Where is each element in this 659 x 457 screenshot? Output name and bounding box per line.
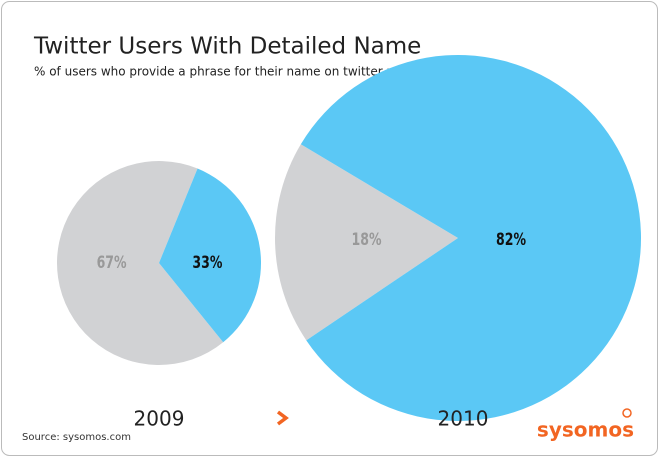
brand: sysomos — [537, 418, 634, 442]
data-label: 18% — [352, 230, 382, 250]
data-label: 33% — [192, 253, 222, 273]
pie-title: 2010 — [438, 407, 489, 431]
pie-slice — [275, 144, 458, 341]
pie-title: 2009 — [134, 407, 185, 431]
brand-icon — [622, 408, 632, 418]
chart-subtitle: % of users who provide a phrase for thei… — [34, 65, 424, 79]
arrow — [276, 410, 289, 426]
data-label: 82% — [496, 230, 526, 250]
chart-title: Twitter Users With Detailed Name — [33, 34, 421, 60]
source: Source: sysomos.com — [22, 432, 131, 443]
data-label: 67% — [97, 253, 127, 273]
pie-slice — [300, 54, 641, 421]
pie-slice — [159, 168, 261, 343]
pie-slice — [57, 161, 224, 365]
